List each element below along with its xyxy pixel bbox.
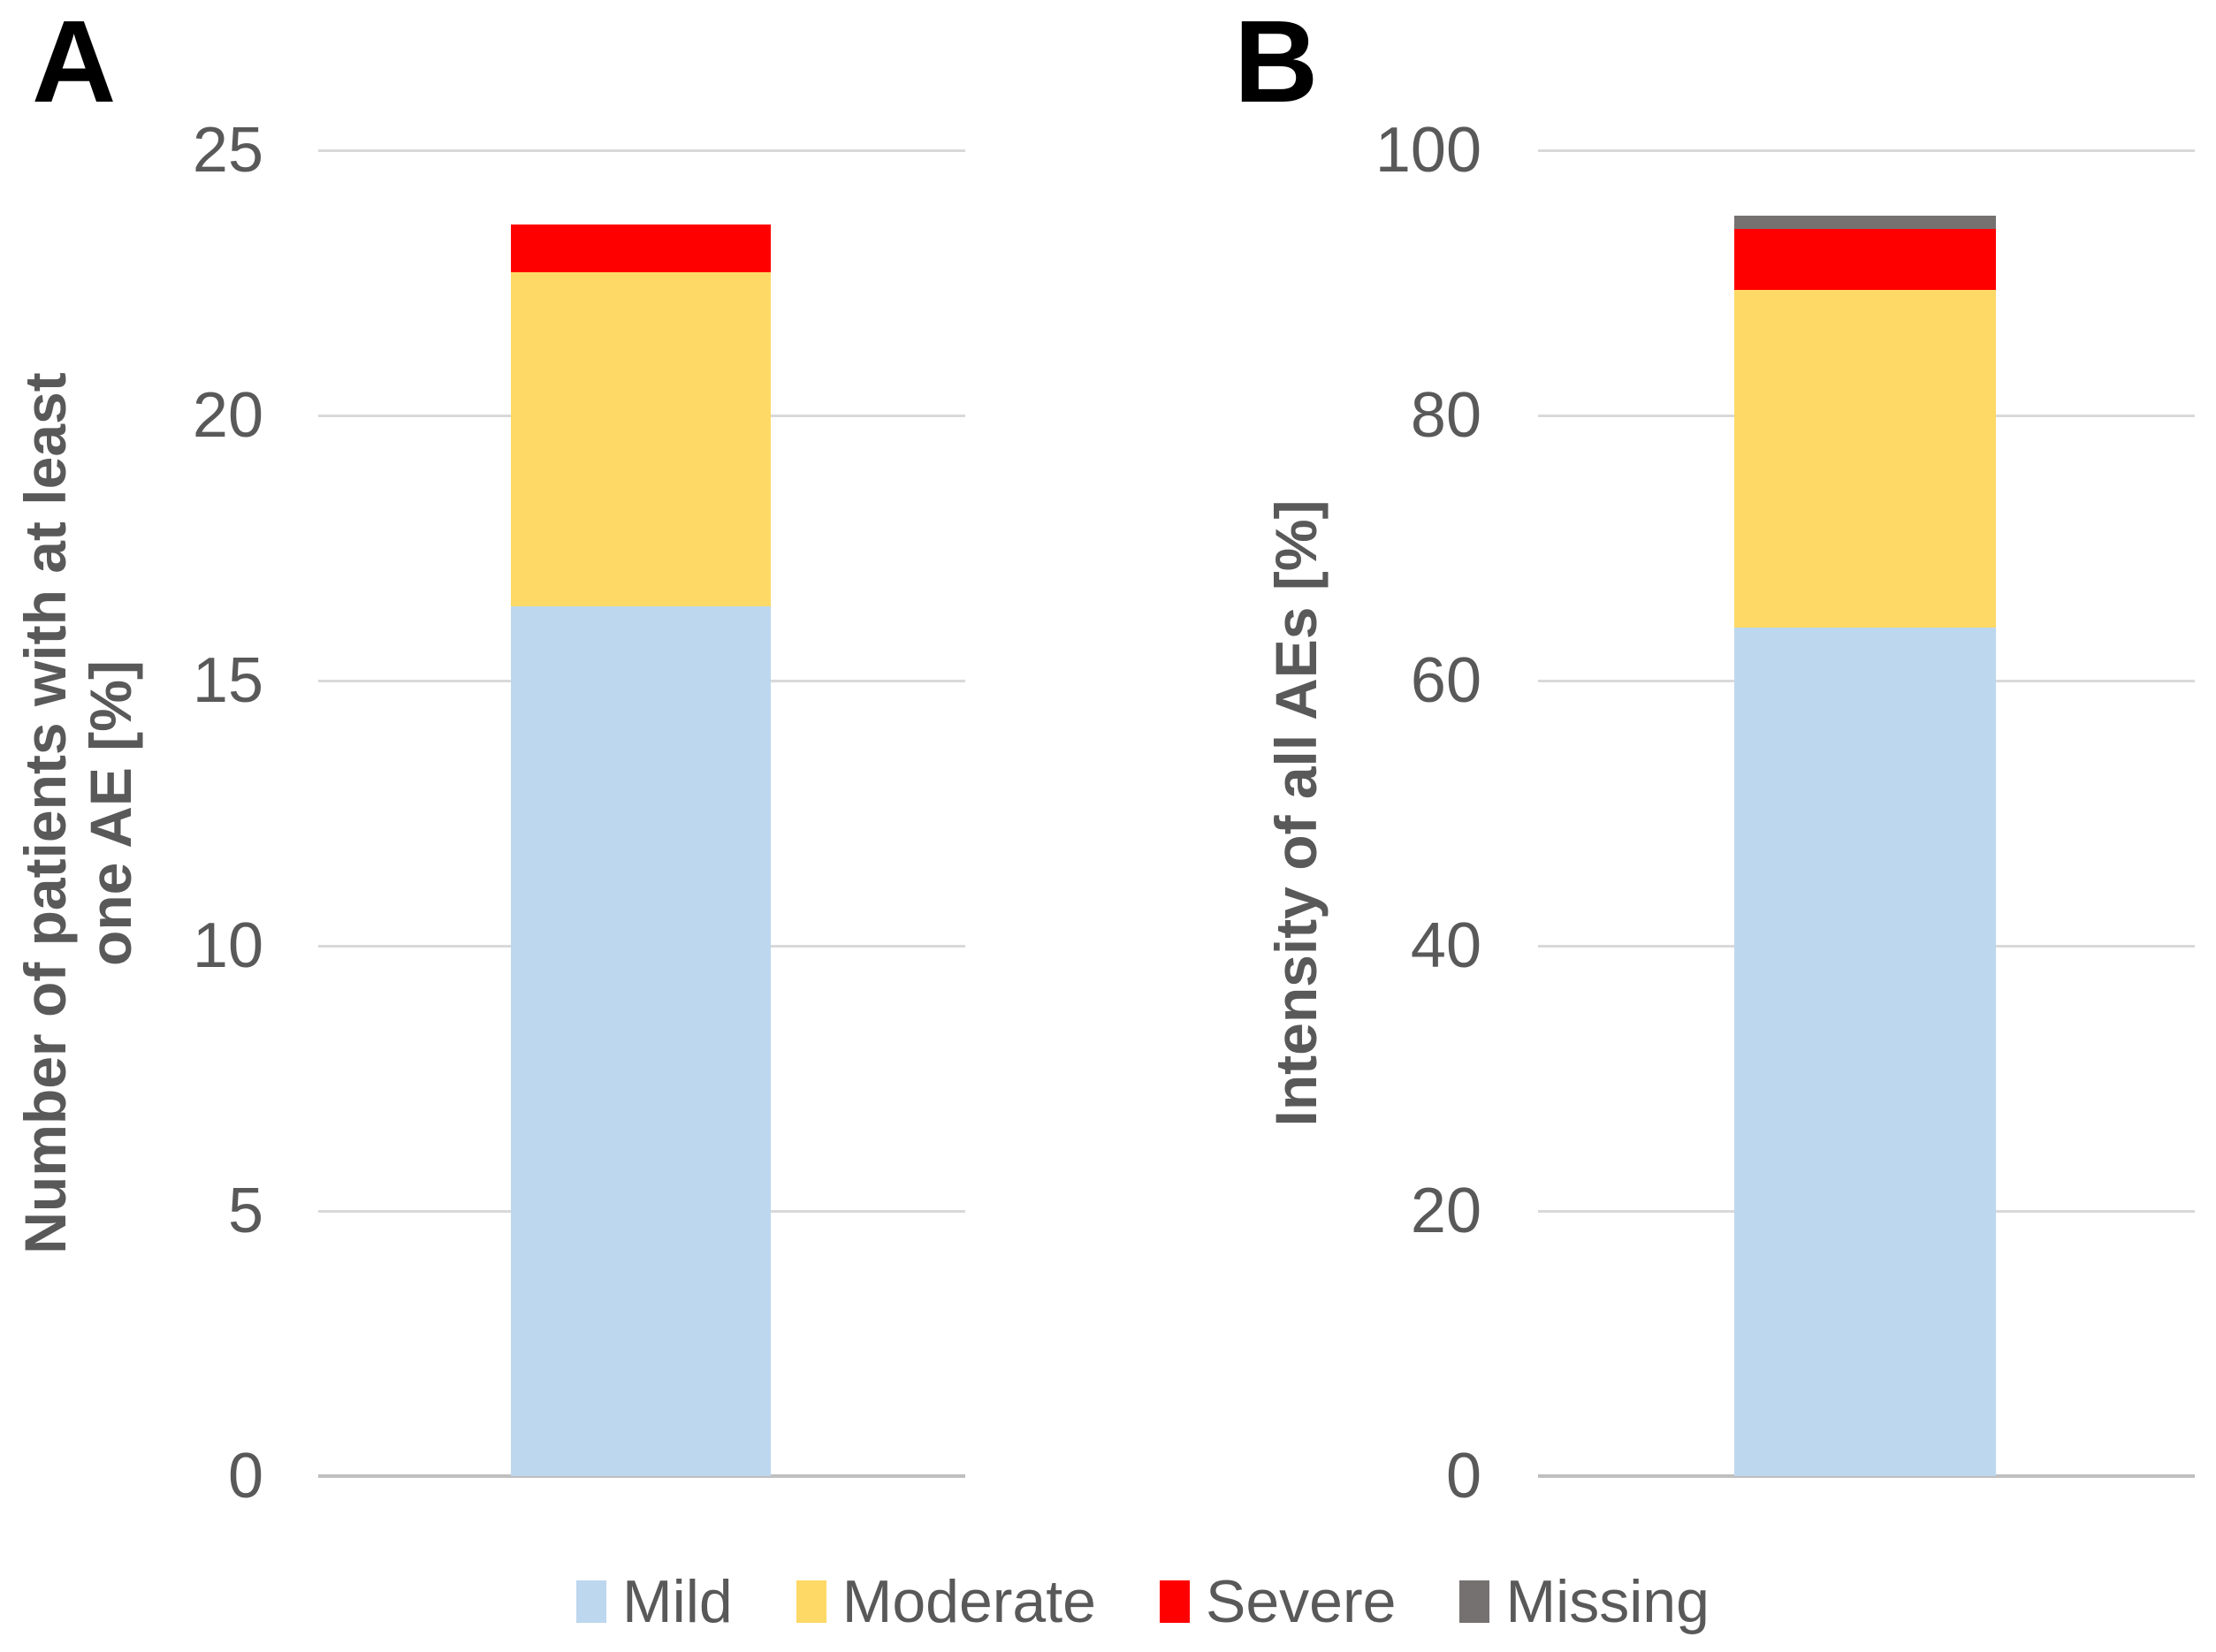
- legend-swatch-mild-icon: [576, 1580, 606, 1623]
- panel-a-y-tick-5: 5: [227, 1176, 263, 1246]
- panel-a-y-tick-15: 15: [192, 645, 263, 716]
- panel-a-gridline-25: [318, 148, 965, 152]
- panel-b-gridline-100: [1538, 148, 2195, 152]
- panel-b-y-axis-title: Intensity of all AEs [%]: [1263, 499, 1329, 1127]
- panel-a-y-tick-25: 25: [192, 115, 263, 186]
- panel-b-y-tick-0: 0: [1445, 1441, 1481, 1511]
- legend-swatch-severe-icon: [1159, 1580, 1190, 1623]
- legend-item-mild: Mild: [576, 1572, 733, 1632]
- legend-label-missing: Missing: [1505, 1568, 1710, 1635]
- legend-swatch-missing-icon: [1459, 1580, 1490, 1623]
- panel-b-segment-missing: [1734, 215, 1996, 229]
- legend-item-moderate: Moderate: [796, 1572, 1096, 1632]
- legend-label-mild: Mild: [622, 1568, 733, 1635]
- panel-a-segment-severe: [511, 225, 771, 272]
- panel-a-label: A: [32, 0, 117, 126]
- legend-label-moderate: Moderate: [841, 1568, 1096, 1635]
- panel-a-segment-moderate: [511, 272, 771, 606]
- panel-b-y-tick-100: 100: [1375, 115, 1481, 186]
- panel-a-y-axis-title: Number of patients with at least one AE …: [12, 372, 143, 1254]
- panel-a-y-tick-20: 20: [192, 380, 263, 451]
- legend-item-missing: Missing: [1459, 1572, 1710, 1632]
- legend: Mild Moderate Severe Missing: [576, 1572, 1710, 1632]
- legend-label-severe: Severe: [1205, 1568, 1397, 1635]
- panel-b-x-axis-line: [1538, 1474, 2195, 1478]
- panel-b-y-tick-80: 80: [1410, 380, 1481, 451]
- panel-a-segment-mild: [511, 606, 771, 1476]
- panel-b-y-tick-60: 60: [1410, 645, 1481, 716]
- panel-b-segment-mild: [1734, 628, 1996, 1476]
- panel-b-y-tick-20: 20: [1410, 1176, 1481, 1246]
- panel-b-segment-moderate: [1734, 289, 1996, 628]
- legend-swatch-moderate-icon: [796, 1580, 826, 1623]
- panel-a-plot-area: [318, 148, 965, 1478]
- panel-b-y-tick-40: 40: [1410, 910, 1481, 981]
- legend-item-severe: Severe: [1159, 1568, 1397, 1635]
- panel-a-y-tick-0: 0: [227, 1441, 263, 1511]
- panel-b-segment-severe: [1734, 228, 1996, 290]
- panel-b-plot-area: [1538, 148, 2195, 1478]
- panel-b-label: B: [1234, 0, 1319, 126]
- panel-a-x-axis-line: [318, 1474, 965, 1478]
- panel-a-y-tick-10: 10: [192, 910, 263, 981]
